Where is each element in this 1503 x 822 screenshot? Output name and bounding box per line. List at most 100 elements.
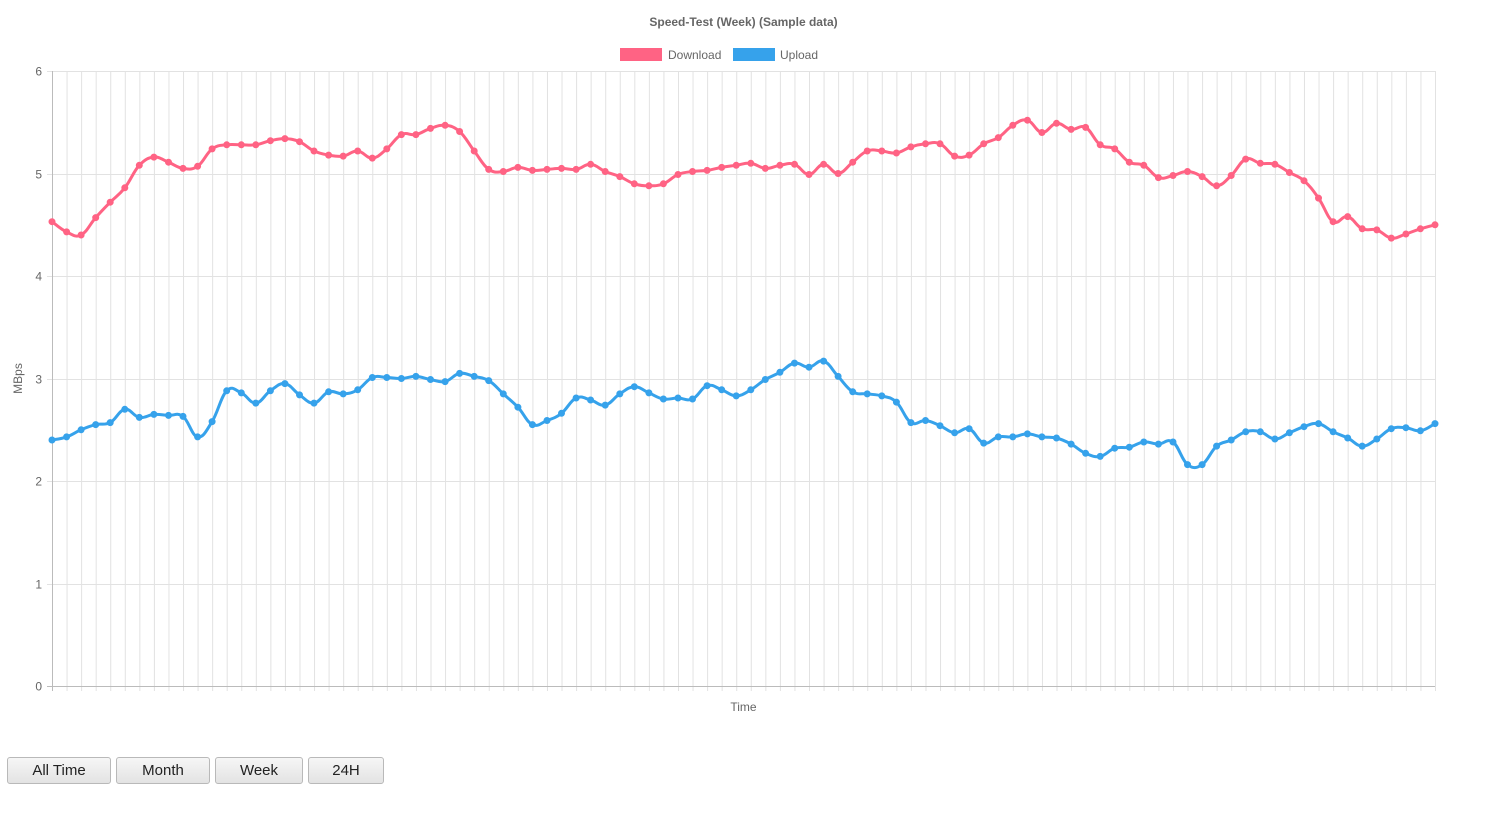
upload-point — [339, 390, 347, 398]
upload-point — [281, 380, 289, 388]
download-point — [994, 134, 1002, 142]
x-axis-title: Time — [730, 700, 757, 714]
upload-point — [543, 417, 551, 424]
chart-canvas: 0 1 2 3 4 5 6 Speed-Test (Week) (Sample data) Ti… — [11, 15, 1439, 714]
upload-point — [470, 372, 478, 380]
upload-line — [51, 359, 1436, 470]
download-point — [1213, 182, 1221, 190]
download-point — [1387, 234, 1395, 242]
week-button[interactable]: Week — [215, 757, 303, 784]
download-point — [237, 141, 245, 149]
upload-point — [1184, 461, 1191, 469]
upload-point — [776, 368, 784, 376]
upload-point — [703, 382, 711, 390]
upload-point — [1096, 452, 1104, 460]
upload-point — [834, 372, 842, 380]
upload-point — [1416, 427, 1424, 435]
upload-point — [1067, 440, 1075, 448]
download-point — [77, 231, 85, 239]
download-point — [791, 160, 798, 168]
upload-point — [150, 410, 158, 418]
download-point — [266, 137, 274, 145]
download-point — [1329, 218, 1337, 226]
24h-button[interactable]: 24H — [308, 757, 384, 784]
download-point — [514, 163, 522, 171]
upload-point — [1023, 430, 1031, 438]
upload-point — [849, 388, 857, 396]
download-point — [252, 141, 260, 149]
download-point — [1154, 174, 1162, 182]
all-time-button[interactable]: All Time — [7, 757, 111, 784]
download-point — [1038, 129, 1046, 136]
download-point — [179, 164, 187, 172]
download-point — [325, 151, 333, 159]
upload-point — [1082, 449, 1090, 457]
download-point — [63, 228, 71, 236]
upload-point — [121, 405, 129, 413]
download-point — [805, 171, 813, 178]
download-point — [674, 171, 682, 178]
upload-point — [587, 396, 595, 404]
upload-point — [922, 417, 929, 424]
download-point — [412, 131, 420, 139]
download-point — [659, 180, 667, 188]
download-point — [1082, 123, 1090, 131]
download-point — [1096, 141, 1104, 149]
download-point — [747, 159, 755, 167]
upload-point — [951, 429, 959, 437]
upload-point — [266, 387, 274, 395]
upload-point — [514, 403, 522, 411]
upload-point — [208, 418, 216, 426]
download-point — [1358, 225, 1366, 233]
upload-point — [252, 399, 260, 407]
download-point — [1373, 226, 1381, 234]
download-point — [616, 173, 624, 181]
download-point — [689, 168, 696, 175]
legend-swatch-upload — [733, 48, 775, 61]
upload-point — [1431, 420, 1439, 428]
upload-point — [863, 390, 871, 398]
download-line — [51, 118, 1436, 240]
download-point — [470, 147, 478, 155]
upload-point — [1009, 433, 1017, 441]
download-point — [485, 165, 493, 173]
download-point — [601, 168, 609, 175]
download-point — [441, 121, 449, 129]
download-point — [1053, 119, 1060, 127]
download-point — [92, 214, 100, 222]
upload-point — [1271, 435, 1279, 443]
upload-point — [1125, 443, 1133, 451]
upload-point — [1344, 434, 1352, 442]
download-point — [1009, 121, 1017, 129]
upload-point — [92, 421, 100, 429]
upload-point — [1402, 424, 1410, 432]
download-point — [630, 180, 638, 188]
upload-point — [296, 391, 303, 399]
download-point — [165, 158, 172, 166]
upload-point — [1111, 444, 1119, 452]
download-point — [776, 161, 784, 169]
month-button[interactable]: Month — [116, 757, 210, 784]
chart-title: Speed-Test (Week) (Sample data) — [649, 15, 837, 29]
upload-point — [310, 399, 318, 407]
upload-point — [572, 394, 580, 402]
y-tick-label: 1 — [35, 578, 42, 592]
y-tick-label: 0 — [35, 680, 42, 694]
download-point — [965, 151, 973, 159]
y-tick-label: 4 — [35, 270, 42, 284]
upload-point — [1198, 461, 1206, 469]
download-point — [1344, 213, 1352, 221]
download-point — [121, 184, 129, 192]
upload-point — [63, 433, 71, 441]
upload-point — [106, 419, 114, 427]
download-point — [878, 147, 886, 155]
download-point — [150, 153, 158, 161]
download-point — [558, 164, 565, 172]
upload-point — [616, 390, 624, 398]
download-point — [645, 182, 653, 190]
upload-point — [761, 376, 769, 383]
upload-point — [397, 375, 405, 382]
download-point — [281, 135, 289, 143]
download-point — [892, 149, 900, 157]
download-point — [1242, 155, 1250, 163]
